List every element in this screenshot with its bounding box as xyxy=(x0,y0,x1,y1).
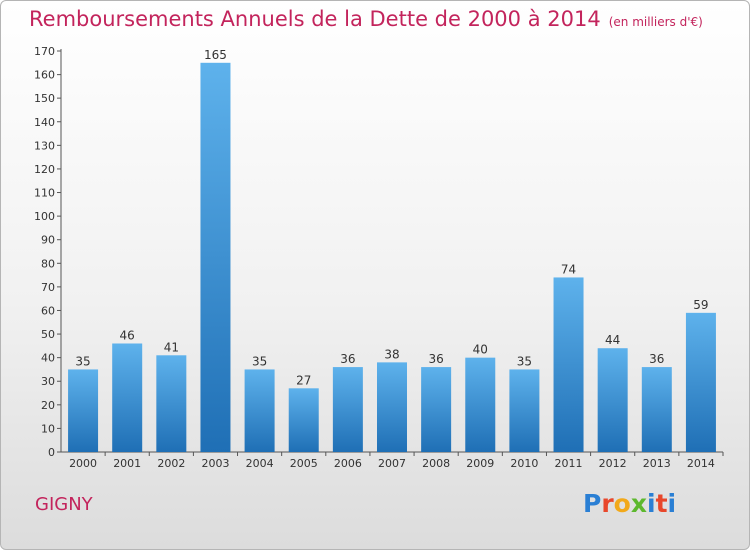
y-tick-label: 70 xyxy=(41,281,55,294)
bar xyxy=(112,343,143,452)
y-tick-label: 90 xyxy=(41,234,55,247)
y-tick-label: 30 xyxy=(41,375,55,388)
data-label: 44 xyxy=(605,333,620,347)
x-tick-label: 2009 xyxy=(466,457,494,470)
bar xyxy=(465,357,496,452)
bar xyxy=(156,355,187,452)
y-tick-label: 150 xyxy=(34,92,55,105)
data-label: 27 xyxy=(296,373,311,387)
data-label: 46 xyxy=(120,328,135,342)
x-tick-label: 2013 xyxy=(643,457,671,470)
bar xyxy=(200,62,231,452)
logo-letter: t xyxy=(655,489,668,518)
x-tick-label: 2001 xyxy=(113,457,141,470)
y-tick-label: 170 xyxy=(34,45,55,58)
bar xyxy=(553,277,584,452)
y-tick-label: 80 xyxy=(41,257,55,270)
y-tick-label: 40 xyxy=(41,352,55,365)
y-tick-label: 120 xyxy=(34,163,55,176)
bar xyxy=(244,369,275,452)
bar xyxy=(288,388,319,452)
bar xyxy=(641,367,672,452)
logo-letter: P xyxy=(583,489,602,518)
bar xyxy=(509,369,540,452)
bar xyxy=(377,362,407,452)
x-tick-label: 2011 xyxy=(555,457,583,470)
bar xyxy=(685,312,716,452)
data-label: 59 xyxy=(693,298,708,312)
chart-title: Remboursements Annuels de la Dette de 20… xyxy=(29,7,703,31)
title-text: Remboursements Annuels de la Dette de 20… xyxy=(29,7,601,31)
data-label: 36 xyxy=(428,352,443,366)
commune-name: GIGNY xyxy=(35,494,93,515)
data-label: 165 xyxy=(204,48,227,62)
y-tick-label: 50 xyxy=(41,328,55,341)
logo-letter: o xyxy=(613,489,631,518)
bar xyxy=(332,367,363,452)
x-tick-label: 2005 xyxy=(290,457,318,470)
logo-letter: r xyxy=(601,489,614,518)
x-tick-label: 2004 xyxy=(246,457,274,470)
y-tick-label: 60 xyxy=(41,304,55,317)
bar xyxy=(68,369,99,452)
x-tick-label: 2003 xyxy=(201,457,229,470)
data-label: 35 xyxy=(517,354,532,368)
bar xyxy=(421,367,452,452)
x-tick-label: 2012 xyxy=(599,457,627,470)
logo-letter: i xyxy=(647,489,656,518)
logo-letter: x xyxy=(630,489,647,518)
y-tick-label: 140 xyxy=(34,116,55,129)
x-tick-label: 2006 xyxy=(334,457,362,470)
x-tick-label: 2002 xyxy=(157,457,185,470)
y-tick-label: 110 xyxy=(34,187,55,200)
x-tick-label: 2007 xyxy=(378,457,406,470)
x-tick-label: 2014 xyxy=(687,457,715,470)
y-tick-label: 20 xyxy=(41,399,55,412)
data-label: 40 xyxy=(473,343,488,357)
x-tick-label: 2000 xyxy=(69,457,97,470)
data-label: 35 xyxy=(75,354,90,368)
logo-letter: i xyxy=(667,489,677,518)
data-label: 74 xyxy=(561,262,576,276)
y-tick-label: 0 xyxy=(48,446,55,459)
y-tick-label: 100 xyxy=(34,210,55,223)
data-label: 36 xyxy=(340,352,355,366)
data-label: 38 xyxy=(384,347,399,361)
x-tick-label: 2008 xyxy=(422,457,450,470)
proxiti-logo: Proxiti xyxy=(583,489,676,518)
data-label: 41 xyxy=(164,340,179,354)
bar xyxy=(597,348,628,452)
y-tick-label: 130 xyxy=(34,139,55,152)
title-unit: (en milliers d'€) xyxy=(608,15,703,29)
y-tick-label: 10 xyxy=(41,422,55,435)
y-tick-label: 160 xyxy=(34,69,55,82)
data-label: 36 xyxy=(649,352,664,366)
data-label: 35 xyxy=(252,354,267,368)
x-tick-label: 2010 xyxy=(510,457,538,470)
